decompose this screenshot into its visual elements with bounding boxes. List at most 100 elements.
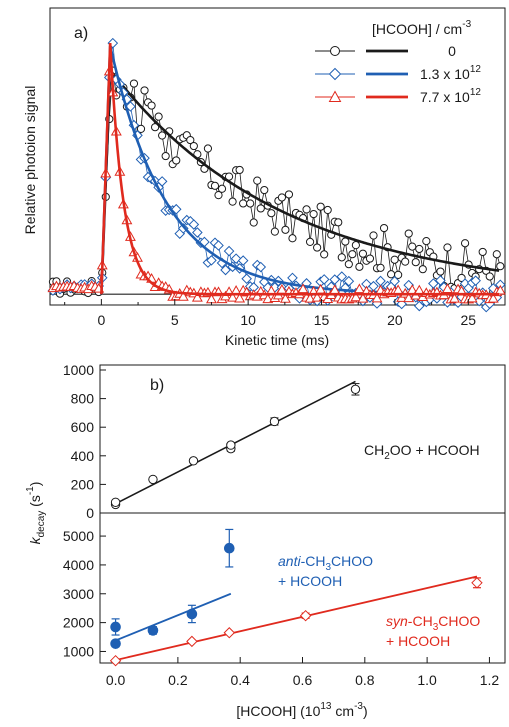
- a-point: [394, 270, 403, 279]
- a-point: [449, 292, 460, 303]
- legend-title: [HCOOH] / cm-3: [372, 19, 472, 37]
- b1-point: [269, 416, 280, 427]
- a-xtick-label: 5: [171, 312, 179, 328]
- a-point: [267, 209, 276, 218]
- a-point: [494, 284, 506, 295]
- panel-b-xlabel: [HCOOH] (1013 cm-3): [236, 701, 367, 719]
- a-point: [237, 255, 249, 266]
- a-point: [470, 275, 481, 286]
- b1-ytick-label: 600: [71, 419, 95, 435]
- a-point: [217, 184, 227, 193]
- b1-ytick-label: 800: [71, 391, 95, 407]
- b1-fit-line: [115, 380, 356, 505]
- a-point: [210, 181, 220, 190]
- b2-ytick-label: 2000: [63, 615, 94, 631]
- a-point: [140, 86, 149, 95]
- a-point: [158, 131, 167, 140]
- a-point: [353, 283, 365, 294]
- a-point: [375, 275, 386, 287]
- panel-b-ch3choo-plot: 1000 2000 3000 4000 5000 0.0 0.2 0.4 0.6 0.8 1.0 1…: [25, 482, 506, 719]
- legend-label: 1.3 x 1012: [420, 64, 481, 82]
- b2-point: [186, 635, 198, 648]
- b1-ytick-label: 200: [71, 476, 95, 492]
- b2-point: [223, 627, 235, 639]
- a-point: [253, 176, 262, 185]
- a-point: [443, 243, 452, 252]
- b2-point: [110, 638, 121, 649]
- a-point: [281, 225, 290, 234]
- a-point: [492, 250, 501, 259]
- b1-point: [226, 440, 236, 450]
- b2-xtick-label: 1.0: [417, 672, 437, 688]
- a-point: [154, 112, 163, 121]
- a-point: [478, 247, 487, 257]
- a-point: [288, 234, 297, 243]
- a-point: [297, 283, 309, 294]
- a-xtick-label: 15: [314, 312, 330, 328]
- panel-b-label: b): [150, 377, 164, 394]
- a-point: [365, 254, 375, 263]
- a-point: [213, 240, 224, 251]
- b2-point: [471, 577, 483, 589]
- a-point: [487, 292, 499, 303]
- b2-point: [109, 654, 122, 667]
- a-point: [305, 237, 315, 246]
- a-point: [284, 190, 294, 199]
- a-point: [460, 239, 470, 248]
- a-xtick-label: 0: [97, 312, 105, 328]
- a-point: [234, 292, 246, 303]
- annotation-ch2oo: CH2OO + HCOOH: [364, 442, 480, 462]
- a-point: [323, 205, 332, 215]
- a-point: [408, 242, 417, 251]
- a-point: [390, 255, 399, 264]
- a-point: [277, 193, 287, 202]
- panel-b-ylabel: kdecay (s-1): [25, 482, 47, 545]
- a-point: [403, 292, 415, 303]
- a-point: [316, 202, 325, 211]
- a-xtick-label: 10: [240, 312, 256, 328]
- a-point: [239, 199, 248, 208]
- a-point: [435, 275, 446, 286]
- a-point: [415, 244, 424, 254]
- b2-xtick-label: 0.2: [168, 672, 188, 688]
- a-point: [260, 185, 269, 195]
- a-point: [220, 264, 231, 276]
- panel-a-kinetic-traces: 0 5 10 15 20 25 a) Kinetic time (ms) Relative…: [22, 7, 506, 348]
- b2-xtick-label: 1.2: [480, 672, 500, 688]
- a-fit-line-0: [100, 66, 500, 295]
- a-point: [125, 101, 136, 112]
- a-point: [214, 191, 223, 200]
- b1-ytick-label: 0: [86, 505, 94, 521]
- a-point: [313, 243, 322, 252]
- annotation-syn: syn-CH3CHOO: [386, 613, 480, 633]
- a-point: [150, 123, 160, 132]
- legend-marker: [330, 46, 340, 56]
- a-point: [411, 258, 420, 267]
- panel-a-xlabel: Kinetic time (ms): [225, 332, 329, 348]
- b2-ytick-label: 5000: [63, 528, 94, 544]
- a-point: [466, 292, 478, 303]
- a-fit-line-2: [100, 43, 500, 296]
- a-point: [311, 291, 323, 302]
- a-point: [223, 245, 235, 257]
- a-point: [256, 204, 265, 213]
- a-point: [376, 263, 385, 272]
- annotation-syn-line2: + HCOOH: [386, 633, 450, 649]
- a-point: [442, 283, 453, 293]
- a-xtick-label: 25: [461, 312, 477, 328]
- a-point: [436, 267, 445, 276]
- b2-xtick-label: 0.6: [293, 672, 313, 688]
- a-point: [235, 165, 244, 175]
- b2-xtick-label: 0.8: [355, 672, 375, 688]
- b1-ytick-label: 1000: [63, 362, 94, 378]
- a-point: [351, 241, 360, 250]
- a-point: [344, 260, 353, 269]
- a-fit-line-1: [100, 45, 500, 296]
- legend-label: 0: [448, 43, 456, 59]
- panel-a-frame: [49, 7, 506, 306]
- a-point: [309, 209, 318, 219]
- a-point: [387, 270, 396, 279]
- legend-marker: [328, 67, 342, 81]
- panel-a-ylabel: Relative photoion signal: [22, 86, 38, 235]
- b1-ytick-label: 400: [71, 448, 95, 464]
